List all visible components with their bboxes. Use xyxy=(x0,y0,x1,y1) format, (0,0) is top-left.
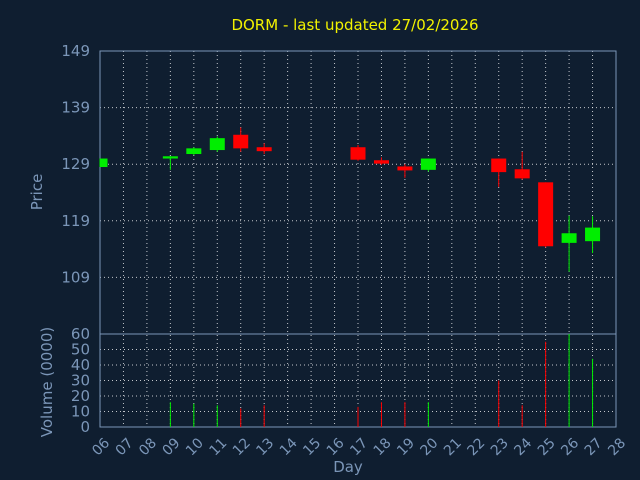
x-tick-label: 21 xyxy=(441,435,465,459)
volume-tick-label: 10 xyxy=(71,403,90,421)
volume-tick-label: 0 xyxy=(80,418,90,436)
x-tick-label: 16 xyxy=(324,435,348,459)
x-tick-label: 24 xyxy=(511,435,535,459)
candle-body xyxy=(100,158,108,168)
volume-bars xyxy=(169,334,594,427)
price-tick-label: 149 xyxy=(61,42,90,60)
x-tick-label: 14 xyxy=(277,435,301,459)
candle-body xyxy=(373,160,389,164)
x-tick-label: 19 xyxy=(394,435,418,459)
x-tick-label: 20 xyxy=(418,435,442,459)
x-tick-label: 12 xyxy=(230,435,254,459)
x-tick-label: 28 xyxy=(605,435,629,459)
x-tick-label: 09 xyxy=(160,435,184,459)
price-tick-label: 129 xyxy=(61,155,90,173)
x-tick-label: 07 xyxy=(113,435,137,459)
candle-body xyxy=(538,182,554,247)
x-tick-label: 23 xyxy=(488,435,512,459)
x-tick-label: 22 xyxy=(464,435,488,459)
candle-body xyxy=(256,147,272,152)
volume-tick-label: 60 xyxy=(71,325,90,343)
candle-body xyxy=(186,148,202,155)
price-tick-label: 109 xyxy=(61,268,90,286)
candle-body xyxy=(585,227,601,242)
candle-body xyxy=(420,158,436,170)
candle-body xyxy=(491,158,507,173)
candle-body xyxy=(514,169,530,179)
x-tick-label: 06 xyxy=(89,435,113,459)
candles xyxy=(99,127,601,272)
x-tick-label: 17 xyxy=(347,435,371,459)
x-tick-label: 27 xyxy=(582,435,606,459)
x-axis-label: Day xyxy=(333,458,363,476)
x-tick-label: 26 xyxy=(558,435,582,459)
x-tick-label: 11 xyxy=(206,435,230,459)
x-tick-label: 08 xyxy=(136,435,160,459)
candle-body xyxy=(233,134,249,149)
volume-axis-label: Volume (0000) xyxy=(38,327,56,437)
x-tick-label: 15 xyxy=(300,435,324,459)
volume-tick-label: 30 xyxy=(71,372,90,390)
volume-tick-label: 20 xyxy=(71,387,90,405)
candle-body xyxy=(397,166,413,171)
price-tick-label: 119 xyxy=(61,212,90,230)
candle-body xyxy=(162,156,178,159)
x-tick-label: 10 xyxy=(183,435,207,459)
candle-body xyxy=(209,138,225,151)
candle-body xyxy=(350,147,366,160)
chart-title: DORM - last updated 27/02/2026 xyxy=(231,16,478,34)
x-tick-label: 18 xyxy=(371,435,395,459)
volume-tick-label: 50 xyxy=(71,341,90,359)
price-axis-label: Price xyxy=(28,174,46,211)
volume-tick-label: 40 xyxy=(71,356,90,374)
price-tick-label: 139 xyxy=(61,99,90,117)
x-tick-label: 25 xyxy=(535,435,559,459)
x-tick-label: 13 xyxy=(253,435,277,459)
candle-body xyxy=(561,233,577,243)
